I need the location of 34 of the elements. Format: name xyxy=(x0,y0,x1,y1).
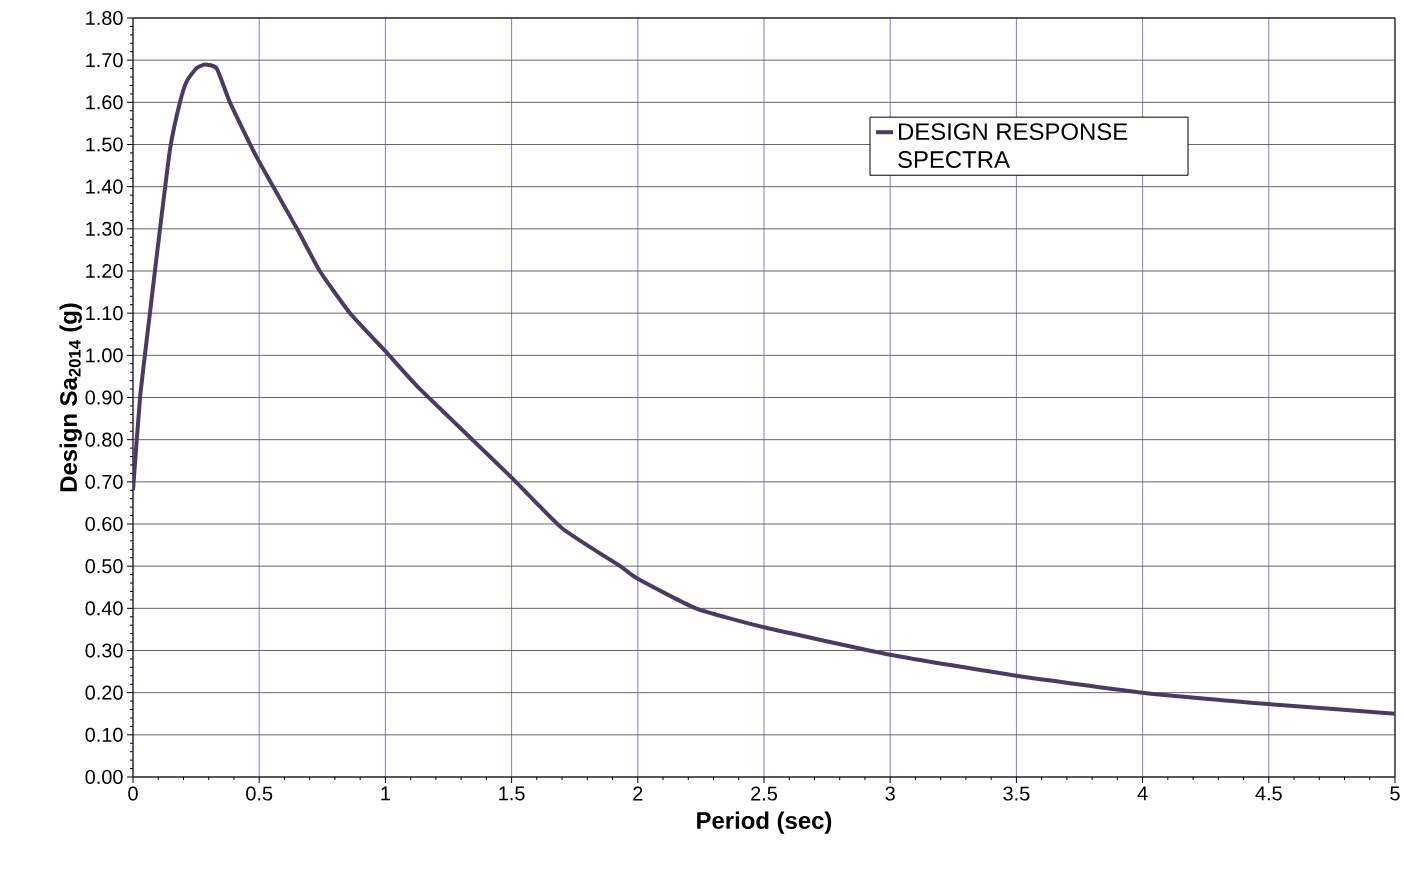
y-tick-label: 1.10 xyxy=(86,306,123,321)
y-tick-label: 1.00 xyxy=(86,348,123,363)
y-tick-label: 1.80 xyxy=(86,10,123,26)
y-tick-label: 0.50 xyxy=(85,559,123,574)
y-tick-label: 0.10 xyxy=(85,727,123,742)
y-tick-label: 1.70 xyxy=(86,53,123,68)
legend-label: DESIGN RESPONSE SPECTRA xyxy=(898,123,1128,168)
y-tick-label: 1.20 xyxy=(86,263,123,279)
x-tick-label: 5 xyxy=(1390,786,1400,801)
x-tick-label: 2.5 xyxy=(751,786,778,801)
y-tick-label: 1.60 xyxy=(86,95,123,110)
x-tick-label: 0.5 xyxy=(246,786,273,801)
y-tick-label: 1.30 xyxy=(86,221,123,236)
x-tick-label: 1 xyxy=(381,786,390,801)
y-tick-label: 1.40 xyxy=(86,179,123,194)
y-tick-label: 0.80 xyxy=(85,432,123,447)
x-tick-label: 3.5 xyxy=(1003,786,1030,801)
y-tick-label: 1.50 xyxy=(86,137,123,152)
line-series xyxy=(133,62,1395,716)
x-tick-label: 2 xyxy=(633,786,643,801)
y-tick-label: 0.60 xyxy=(85,516,123,532)
y-tick-label: 0.90 xyxy=(85,390,123,405)
y-tick-label: 0.70 xyxy=(85,474,123,489)
y-tick-label: 0.00 xyxy=(85,769,123,785)
y-axis-title: Design Sa$_{2014}$ (g) xyxy=(59,303,82,492)
x-tick-label: 1.5 xyxy=(499,786,525,801)
x-tick-label: 4 xyxy=(1137,786,1148,801)
x-tick-label: 3 xyxy=(885,786,895,801)
y-tick-label: 0.40 xyxy=(85,601,123,616)
y-tick-label: 0.30 xyxy=(85,643,123,658)
x-axis-title: Period (sec) xyxy=(697,811,832,834)
x-tick-label: 4.5 xyxy=(1255,786,1282,801)
x-tick-label: 0 xyxy=(128,786,138,801)
y-tick-label: 0.20 xyxy=(85,685,123,700)
